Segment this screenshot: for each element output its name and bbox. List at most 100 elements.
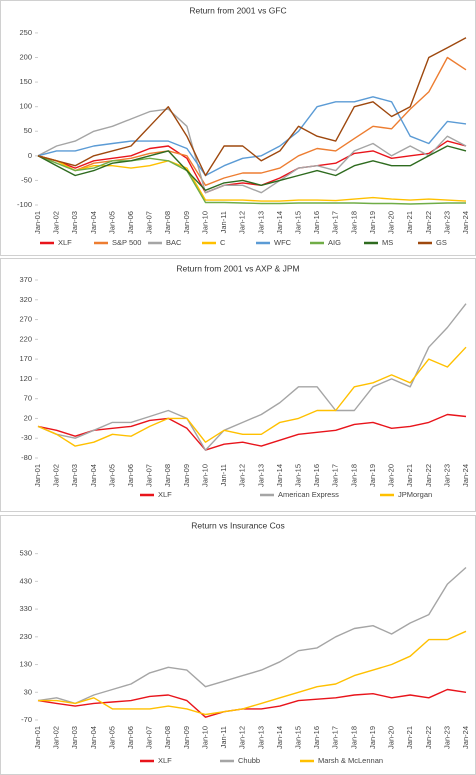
x-tick-label: Jan-14 [275,726,284,749]
x-tick-label: Jan-15 [294,726,303,749]
series-line [38,630,467,716]
x-tick-label: Jan-05 [107,726,116,749]
x-tick-label: Jan-12 [238,464,247,487]
x-tick-label: Jan-18 [349,726,358,749]
x-tick-label: Jan-10 [200,464,209,487]
x-tick-label: Jan-23 [442,726,451,749]
series-line [37,346,467,447]
series-line [37,56,467,186]
legend-label: WFC [274,238,292,247]
x-tick-label: Jan-11 [219,726,228,748]
chart-title: Return from 2001 vs AXP & JPM [176,263,299,273]
y-tick-label: -100 [17,200,32,209]
y-tick-label: 200 [19,52,32,61]
y-tick-label: -80 [21,453,32,462]
x-tick-label: Jan-18 [349,211,358,234]
series-line [37,155,466,205]
x-tick-label: Jan-02 [52,211,61,234]
y-tick-label: 530 [19,549,32,558]
legend-label: BAC [166,238,182,247]
x-tick-label: Jan-01 [33,726,42,749]
series-line [37,96,467,177]
series-line [37,413,467,451]
x-tick-label: Jan-13 [256,726,265,749]
y-tick-label: 130 [19,660,32,669]
x-tick-label: Jan-21 [405,726,414,749]
x-tick-label: Jan-24 [461,726,470,749]
x-tick-label: Jan-06 [126,726,135,749]
x-tick-label: Jan-02 [52,726,61,749]
y-tick-label: 170 [19,354,32,363]
x-tick-label: Jan-23 [442,211,451,234]
series-line [37,155,467,202]
x-tick-label: Jan-15 [294,211,303,234]
x-tick-label: Jan-03 [70,464,79,487]
x-tick-label: Jan-07 [145,464,154,487]
x-tick-label: Jan-17 [331,726,340,749]
x-tick-label: Jan-13 [256,464,265,487]
x-tick-label: Jan-12 [238,211,247,234]
x-tick-label: Jan-14 [275,211,284,234]
legend-label: Marsh & McLennan [318,756,383,765]
x-tick-label: Jan-22 [424,726,433,749]
x-tick-label: Jan-12 [238,726,247,749]
x-tick-label: Jan-04 [89,211,98,234]
x-tick-label: Jan-22 [424,211,433,234]
x-tick-label: Jan-14 [275,464,284,487]
y-tick-label: -70 [21,715,32,724]
x-tick-label: Jan-05 [107,211,116,234]
y-tick-label: 270 [19,315,32,324]
x-tick-label: Jan-20 [387,211,396,234]
x-tick-label: Jan-03 [70,211,79,234]
legend-label: XLF [158,756,172,765]
x-tick-label: Jan-09 [182,464,191,487]
legend-label: C [220,238,226,247]
chart: Return from 2001 vs GFC -100 -50 0 50 100 150 2… [17,5,470,247]
x-tick-label: Jan-02 [52,464,61,487]
legend-label: XLF [158,490,172,499]
chart: Return vs Insurance Cos -70 30 130 230 330 430… [19,520,470,765]
y-tick-label: 30 [24,687,32,696]
y-tick-label: 430 [19,576,32,585]
series-line [37,108,467,194]
series-line [37,145,467,191]
series-line [37,303,467,451]
x-tick-label: Jan-09 [182,211,191,234]
x-tick-label: Jan-01 [33,211,42,234]
legend-label: American Express [278,490,339,499]
legend-label: S&P 500 [112,238,141,247]
x-tick-label: Jan-04 [89,464,98,487]
x-tick-label: Jan-16 [312,726,321,749]
chart-title: Return from 2001 vs GFC [189,5,286,15]
y-tick-label: 230 [19,632,32,641]
x-tick-label: Jan-09 [182,726,191,749]
x-tick-label: Jan-22 [424,464,433,487]
y-tick-label: -50 [21,175,32,184]
x-tick-label: Jan-20 [387,464,396,487]
x-tick-label: Jan-15 [294,464,303,487]
x-tick-label: Jan-17 [331,211,340,234]
y-tick-label: 120 [19,374,32,383]
legend-label: Chubb [238,756,260,765]
x-tick-label: Jan-23 [442,464,451,487]
legend-label: JPMorgan [398,490,432,499]
y-tick-label: 100 [19,102,32,111]
series-line [37,688,467,718]
x-tick-label: Jan-06 [126,211,135,234]
x-tick-label: Jan-10 [200,726,209,749]
x-tick-label: Jan-21 [405,464,414,487]
y-tick-label: -30 [21,433,32,442]
legend-label: AIG [328,238,341,247]
x-tick-label: Jan-10 [200,211,209,234]
x-tick-label: Jan-08 [163,726,172,749]
y-tick-label: 220 [19,334,32,343]
y-tick-label: 250 [19,28,32,37]
x-tick-label: Jan-01 [33,464,42,487]
y-tick-label: 0 [28,151,32,160]
x-tick-label: Jan-24 [461,211,470,234]
x-tick-label: Jan-05 [107,464,116,487]
x-tick-label: Jan-11 [219,464,228,486]
x-tick-label: Jan-04 [89,726,98,749]
y-tick-label: 320 [19,295,32,304]
